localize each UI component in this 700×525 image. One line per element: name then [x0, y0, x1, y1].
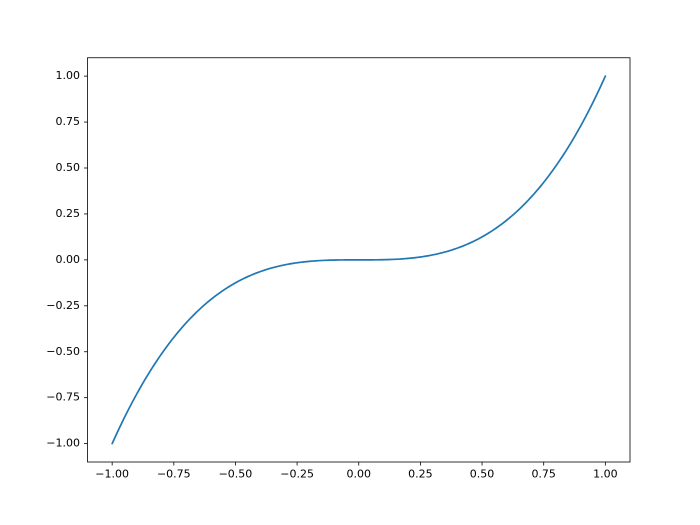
- y-tick-label: 1.00: [56, 69, 81, 82]
- x-tick-label: 1.00: [593, 468, 618, 481]
- y-tick-label: 0.00: [56, 253, 81, 266]
- x-tick-label: 0.25: [408, 468, 433, 481]
- x-tick-label: 0.00: [347, 468, 372, 481]
- y-tick-label: −0.50: [46, 345, 80, 358]
- x-tick-label: −1.00: [95, 468, 129, 481]
- y-tick-label: −0.25: [46, 299, 80, 312]
- chart-svg: −1.00 −0.75 −0.50 −0.25 0.00 0.25 0.50 0.75 1.00…: [0, 0, 700, 525]
- x-tick-label: −0.75: [157, 468, 191, 481]
- y-tick-label: −1.00: [46, 437, 80, 450]
- y-tick-label: 0.75: [56, 115, 81, 128]
- y-tick-label: 0.25: [56, 207, 81, 220]
- x-tick-label: −0.50: [219, 468, 253, 481]
- y-tick-label: −0.75: [46, 391, 80, 404]
- x-tick-label: −0.25: [280, 468, 314, 481]
- chart-figure: −1.00 −0.75 −0.50 −0.25 0.00 0.25 0.50 0.75 1.00…: [0, 0, 700, 525]
- x-tick-label: 0.75: [531, 468, 556, 481]
- y-tick-label: 0.50: [56, 161, 81, 174]
- x-tick-label: 0.50: [470, 468, 495, 481]
